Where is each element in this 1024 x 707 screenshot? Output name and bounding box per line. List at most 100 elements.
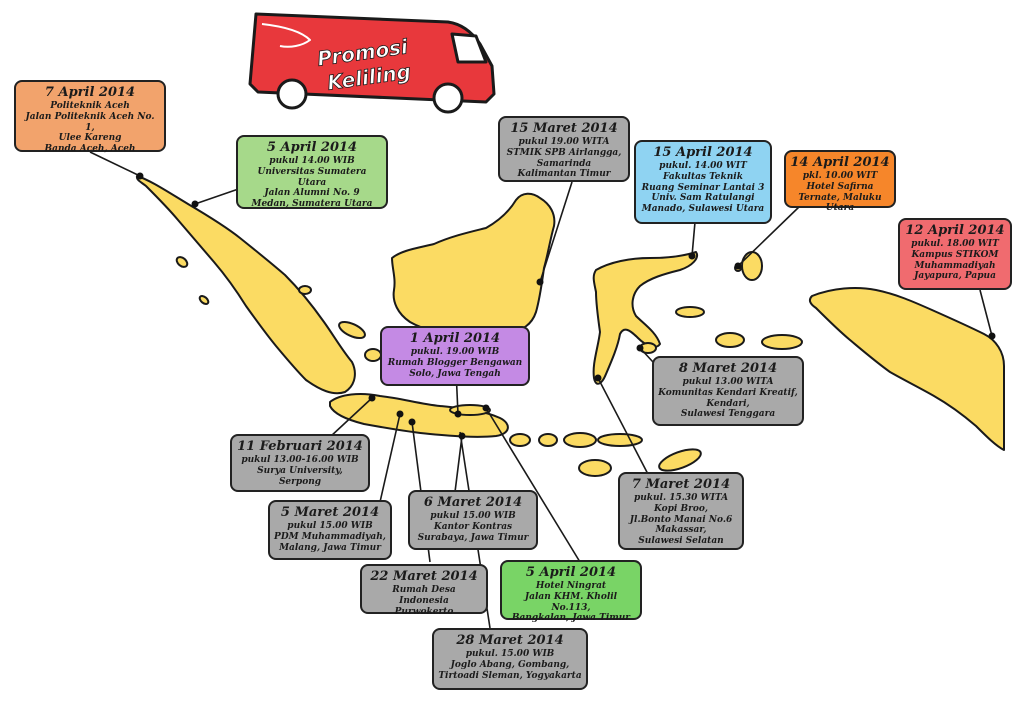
event-line: Tirtoadi Sleman, Yogyakarta — [438, 670, 582, 681]
event-line: pukul. 19.00 WIB — [410, 347, 500, 358]
event-line: pkl. 10.00 WIT — [802, 171, 878, 182]
event-date: 5 April 2014 — [525, 565, 617, 580]
island-sumatra — [135, 175, 356, 395]
event-line: pukul. 15.00 WIB — [465, 649, 555, 660]
island-riau — [298, 285, 312, 295]
connector-samarinda — [539, 181, 573, 283]
event-line: Purwokerto — [394, 606, 454, 617]
event-line: Ulee Kareng — [58, 133, 122, 144]
event-line: pukul. 18.00 WIT — [911, 239, 999, 250]
event-line: Kalimantan Timur — [517, 169, 611, 180]
event-line: Sulawesi Selatan — [638, 535, 724, 546]
event-line: Jl.Bonto Manai No.6 — [629, 514, 733, 525]
connector-surabaya — [454, 435, 463, 493]
event-line: Kendari, — [706, 398, 750, 409]
event-box-solo: 1 April 2014 pukul. 19.00 WIB Rumah Blog… — [380, 326, 530, 386]
event-line: Rumah Desa Indonesia — [392, 585, 456, 606]
event-line: Kopi Broo, — [654, 503, 708, 514]
dot-manado — [688, 252, 696, 260]
dot-samarinda — [536, 278, 544, 286]
connector-malang — [379, 413, 401, 503]
event-line: Komunitas Kendari Kreatif, — [658, 387, 798, 398]
event-line: Bangkalan, Jawa Timur — [511, 613, 631, 624]
event-line: Rumah Blogger Bengawan — [387, 357, 523, 368]
event-box-yogyakarta: 28 Maret 2014 pukul. 15.00 WIB Joglo Aba… — [432, 628, 588, 690]
event-line: Jalan Politeknik Aceh No. 1, — [25, 111, 155, 133]
event-line: Ternate, Maluku Utara — [798, 192, 882, 214]
event-box-samarinda: 15 Maret 2014 pukul 19.00 WITA STMIK SPB… — [498, 116, 630, 182]
island-sula — [675, 306, 705, 318]
event-line: Fakultas Teknik — [663, 171, 743, 182]
event-box-kendari: 8 Maret 2014 pukul 13.00 WITA Komunitas … — [652, 356, 804, 426]
event-date: 15 April 2014 — [653, 145, 753, 160]
event-line: pukul 14.00 WIB — [269, 156, 355, 167]
dot-serpong — [368, 394, 376, 402]
event-line: Makassar, — [655, 525, 707, 536]
event-line: pukul. 14.00 WIT — [659, 161, 747, 172]
connector-ternate — [737, 205, 801, 267]
island-buru — [715, 332, 745, 348]
island-kalimantan — [391, 192, 556, 334]
event-line: pukul 13.00-16.00 WIB — [241, 455, 359, 466]
dot-malang — [396, 410, 404, 418]
event-line: Univ. Sam Ratulangi — [651, 193, 755, 204]
event-box-makassar: 7 Maret 2014 pukul. 15.30 WITA Kopi Broo… — [618, 472, 744, 550]
island-flores — [597, 433, 643, 447]
dot-ternate — [734, 262, 742, 270]
event-line: Malang, Jawa Timur — [279, 542, 381, 553]
event-box-manado: 15 April 2014 pukul. 14.00 WIT Fakultas … — [634, 140, 772, 224]
island-halmahera — [741, 251, 763, 281]
event-line: Samarinda — [536, 158, 592, 169]
dot-medan — [191, 200, 199, 208]
event-line: Muhammadiyah — [914, 260, 996, 271]
event-line: Ruang Seminar Lantai 3 — [641, 182, 765, 193]
dot-solo — [454, 410, 462, 418]
event-date: 22 Maret 2014 — [370, 569, 478, 584]
island-seram — [761, 334, 803, 350]
event-line: Solo, Jawa Tengah — [409, 368, 501, 379]
event-box-aceh: 7 April 2014 Politeknik Aceh Jalan Polit… — [14, 80, 166, 154]
event-line: Jalan Alumni No. 9 — [264, 188, 360, 199]
event-box-jayapura: 12 April 2014 pukul. 18.00 WIT Kampus ST… — [898, 218, 1012, 290]
island-belitung — [364, 348, 382, 362]
event-date: 7 Maret 2014 — [631, 477, 731, 492]
dot-purwokerto — [408, 418, 416, 426]
island-nias — [175, 256, 189, 268]
dot-jayapura — [988, 332, 996, 340]
event-date: 15 Maret 2014 — [510, 121, 618, 136]
event-date: 11 Februari 2014 — [237, 439, 363, 454]
event-line: Hotel Ningrat — [535, 581, 607, 592]
island-timor — [658, 448, 702, 472]
event-date: 8 Maret 2014 — [678, 361, 778, 376]
connector-jayapura — [979, 289, 993, 337]
event-box-serpong: 11 Februari 2014 pukul 13.00-16.00 WIB S… — [230, 434, 370, 492]
island-papua — [808, 287, 1005, 451]
connector-makassar — [597, 377, 651, 479]
event-line: Serpong — [278, 476, 322, 487]
event-date: 6 Maret 2014 — [423, 495, 523, 510]
event-date: 14 April 2014 — [790, 155, 890, 170]
island-mentawai — [198, 295, 210, 305]
event-line: Surya University, — [257, 465, 343, 476]
dot-bangkalan — [482, 404, 490, 412]
event-date: 28 Maret 2014 — [456, 633, 564, 648]
event-line: pukul 19.00 WITA — [518, 137, 610, 148]
connector-serpong — [329, 397, 373, 438]
island-java — [329, 393, 509, 438]
event-box-surabaya: 6 Maret 2014 pukul 15.00 WIB Kantor Kont… — [408, 490, 538, 550]
island-bangka — [338, 320, 366, 340]
event-line: Surabaya, Jawa Timur — [417, 532, 529, 543]
event-line: Politeknik Aceh — [50, 101, 130, 112]
promo-van — [248, 12, 496, 114]
island-lombok — [538, 433, 558, 447]
event-line: Kantor Kontras — [433, 521, 513, 532]
event-line: Medan, Sumatera Utara — [251, 198, 373, 209]
island-bali — [509, 433, 531, 447]
event-line: PDM Muhammadiyah, — [274, 531, 386, 542]
event-date: 12 April 2014 — [905, 223, 1005, 238]
event-date: 5 Maret 2014 — [280, 505, 380, 520]
event-line: Jalan KHM. Kholil No.113, — [524, 591, 618, 613]
event-line: Banda Aceh, Aceh — [44, 143, 136, 154]
event-box-purwokerto: 22 Maret 2014 Rumah Desa Indonesia Purwo… — [360, 564, 488, 617]
connector-manado — [691, 221, 696, 257]
